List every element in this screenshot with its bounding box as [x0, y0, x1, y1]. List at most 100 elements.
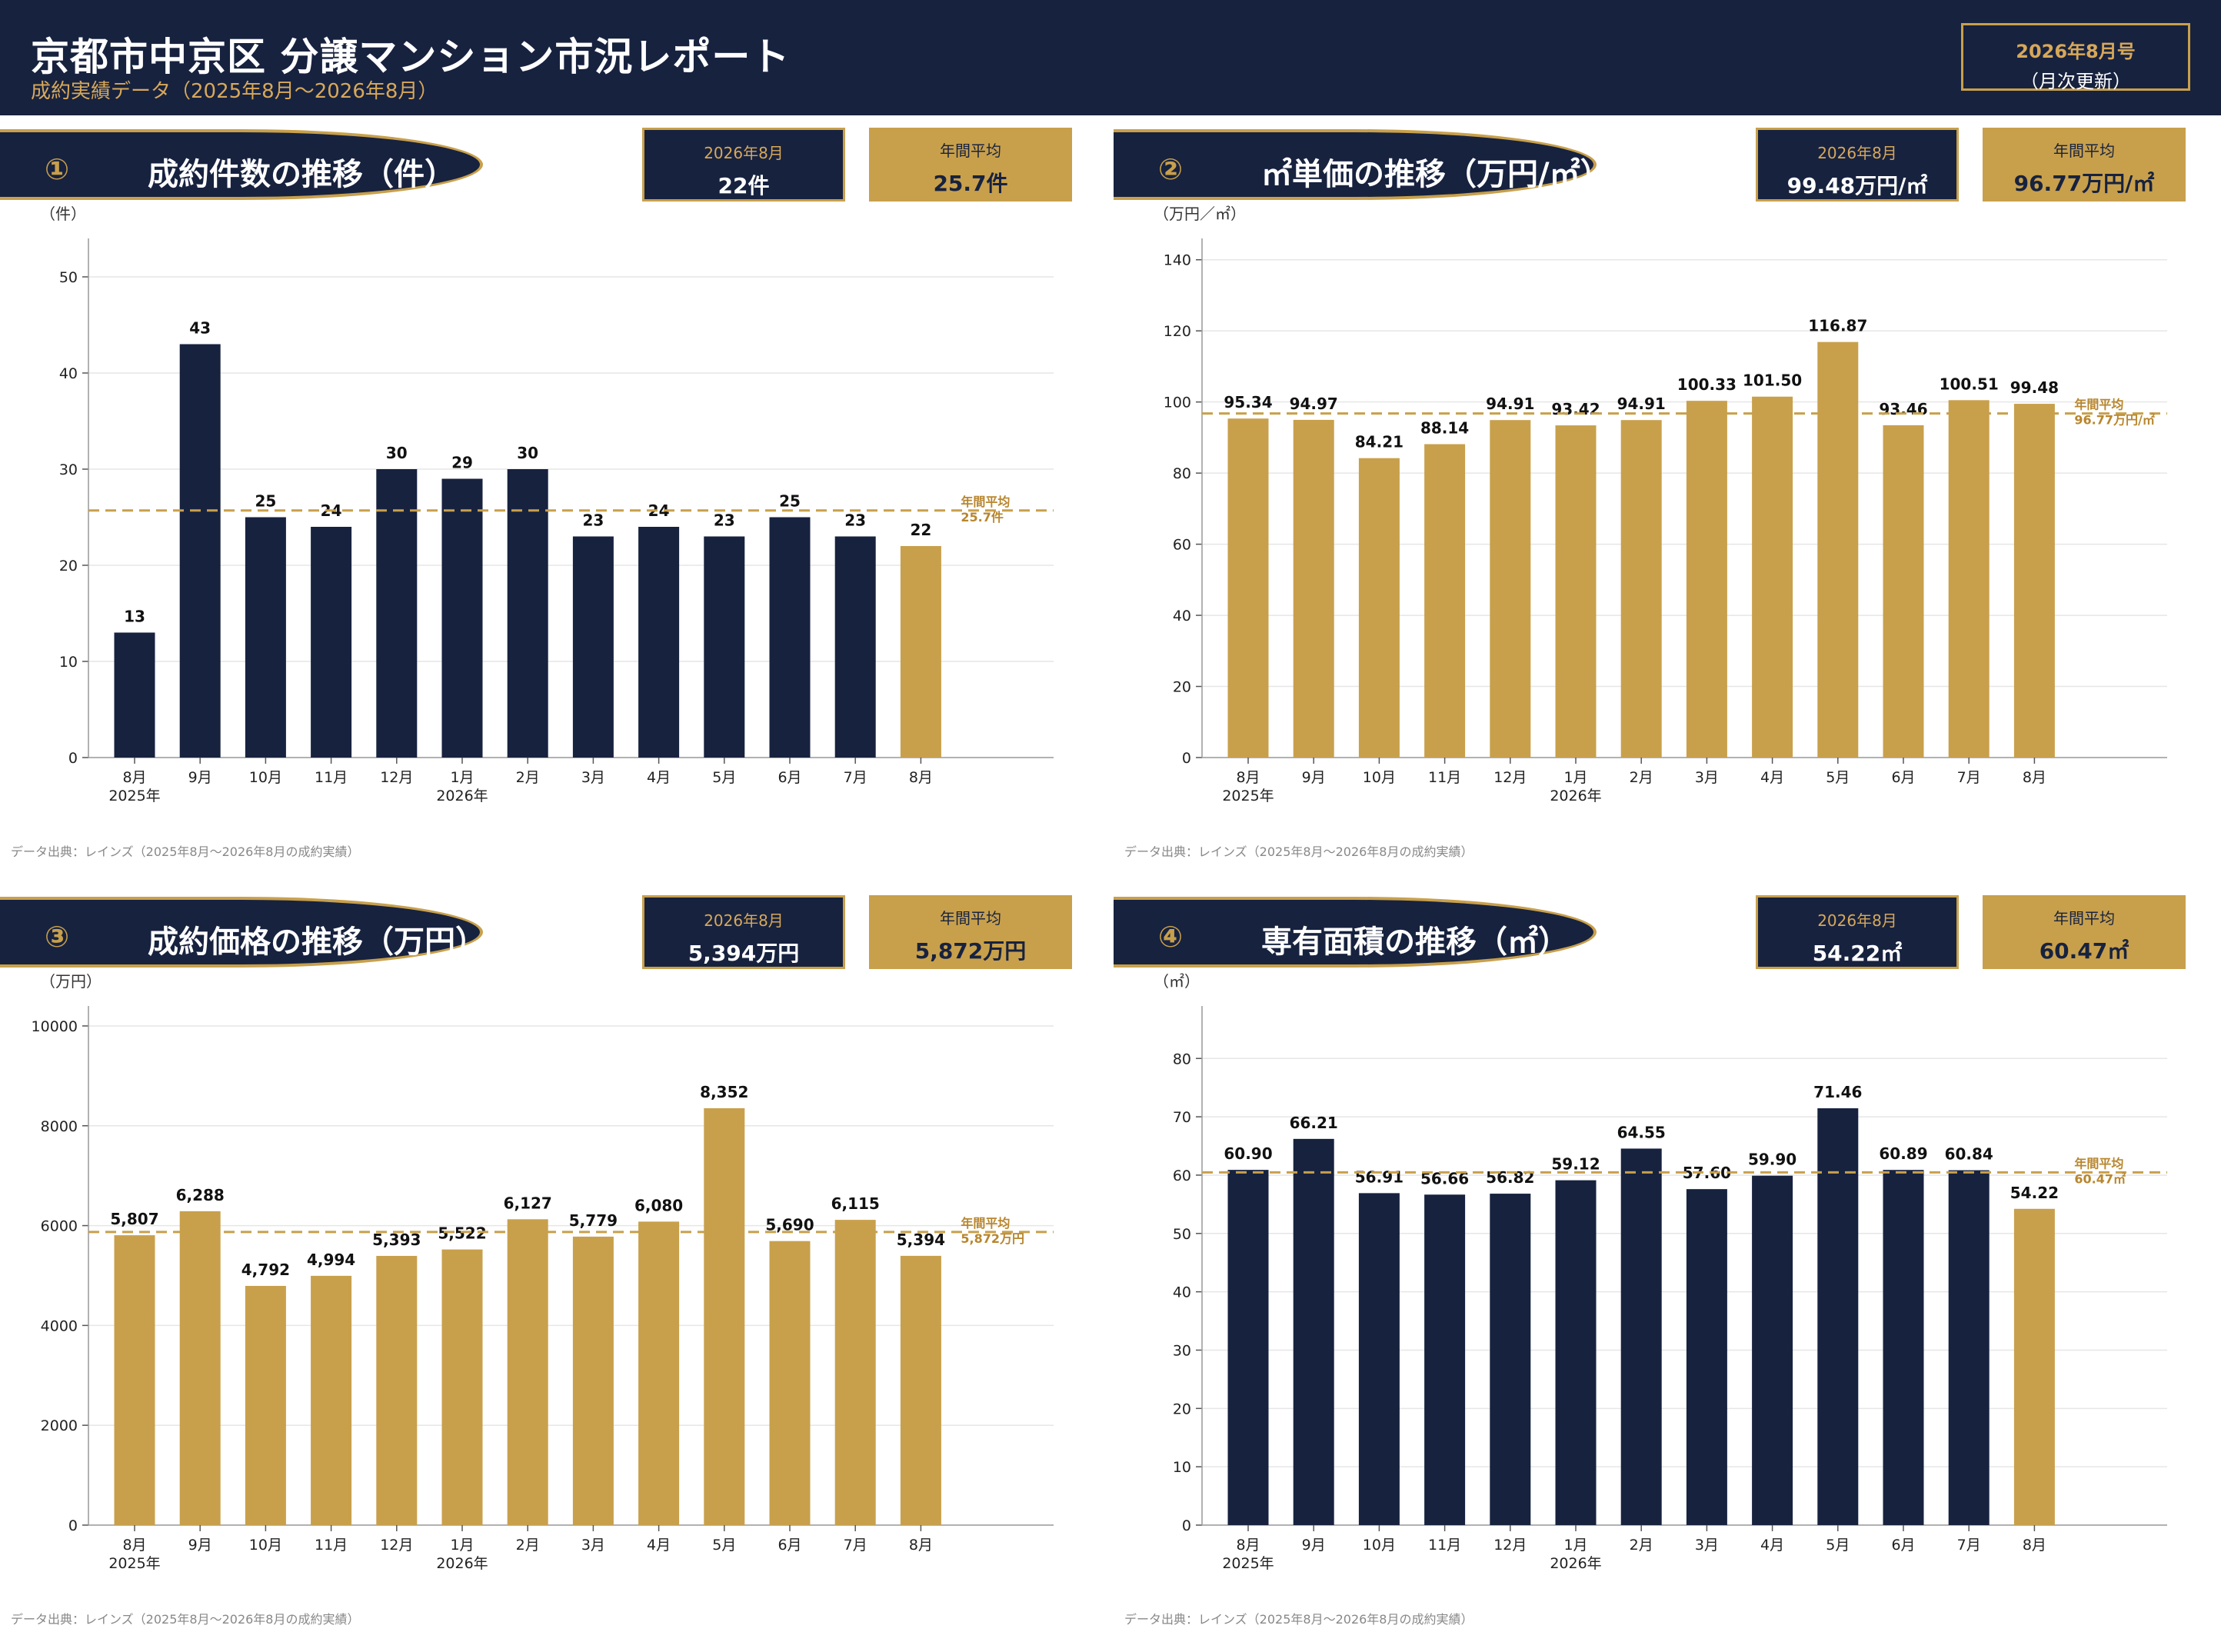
x-tick-label: 7月 [844, 1537, 867, 1554]
bar-value-label: 6,115 [831, 1194, 880, 1213]
bar-value-label: 6,288 [176, 1186, 225, 1204]
y-tick-label: 0 [68, 750, 78, 767]
average-line-value: 5,872万円 [961, 1231, 1024, 1246]
bar [1293, 1138, 1334, 1525]
bar-value-label: 84.21 [1355, 433, 1404, 451]
panel-number: ② [1158, 152, 1184, 186]
y-tick-label: 2000 [41, 1417, 78, 1434]
bar [1490, 1194, 1531, 1525]
y-tick-label: 120 [1164, 323, 1191, 340]
bar [834, 1220, 876, 1525]
bar [1948, 1170, 1990, 1525]
bar [179, 1211, 221, 1525]
data-source-note: データ出典：レインズ（2025年8月〜2026年8月の成約実績） [1124, 844, 1473, 859]
bar [376, 1255, 418, 1525]
bar [1752, 1175, 1793, 1525]
x-tick-label: 3月 [1695, 769, 1719, 786]
bar [507, 1219, 548, 1525]
bar-value-label: 43 [189, 319, 211, 338]
x-year-label: 2026年 [1550, 788, 1601, 804]
bar [311, 1275, 352, 1525]
bar [1883, 1170, 1924, 1525]
annual-average-badge: 年間平均 5,872万円 [869, 895, 1072, 969]
bar-value-label: 23 [714, 511, 735, 530]
annual-average-value: 96.77万円/㎡ [2013, 171, 2155, 196]
y-tick-label: 4000 [41, 1317, 78, 1334]
x-tick-label: 3月 [581, 1537, 605, 1554]
x-tick-label: 11月 [315, 769, 348, 786]
bar-chart-price: 02000400060008000100005,8078月2025年6,2889… [32, 1006, 1054, 1572]
bar-chart-floor-area: 0102030405060708060.908月2025年66.219月56.9… [1173, 1006, 2167, 1572]
x-tick-label: 8月 [122, 1537, 146, 1554]
bar-value-label: 4,994 [307, 1251, 355, 1269]
x-tick-label: 11月 [315, 1537, 348, 1554]
x-tick-label: 6月 [1891, 769, 1915, 786]
annual-average-badge: 年間平均 25.7件 [869, 128, 1072, 202]
y-tick-label: 140 [1164, 252, 1191, 269]
bar-value-label: 13 [124, 608, 145, 626]
bar [1752, 396, 1793, 758]
y-tick-label: 100 [1164, 395, 1191, 411]
x-tick-label: 7月 [844, 769, 867, 786]
bar-value-label: 93.46 [1879, 400, 1927, 418]
bar [900, 546, 941, 758]
y-tick-label: 20 [1173, 679, 1191, 696]
bar-value-label: 101.50 [1743, 371, 1802, 390]
average-line-value: 96.77万円/㎡ [2074, 413, 2154, 428]
bar [638, 527, 680, 758]
annual-average-label: 年間平均 [940, 909, 1001, 928]
issue-badge: 2026年8月号 （月次更新） [1961, 23, 2190, 92]
x-tick-label: 12月 [380, 769, 413, 786]
bar [1424, 444, 1466, 758]
bar-value-label: 88.14 [1420, 419, 1469, 438]
x-tick-label: 6月 [1891, 1537, 1915, 1554]
annual-average-label: 年間平均 [2053, 142, 2115, 160]
average-line-value: 60.47㎡ [2074, 1171, 2126, 1186]
bar-value-label: 71.46 [1813, 1083, 1862, 1101]
bar-value-label: 6,080 [634, 1196, 683, 1214]
panel-title-pill: ① 成約件数の推移（件） [0, 129, 483, 200]
y-tick-label: 50 [1173, 1226, 1191, 1243]
average-line-value: 25.7件 [961, 510, 1003, 525]
x-tick-label: 5月 [712, 1537, 736, 1554]
x-year-label: 2025年 [108, 1555, 160, 1572]
panel-number: ③ [45, 920, 70, 954]
panel-title: 成約価格の推移（万円） [148, 924, 486, 960]
bar-value-label: 30 [386, 444, 408, 462]
x-year-label: 2025年 [108, 788, 160, 804]
current-month-badge: 2026年8月 22件 [642, 128, 845, 202]
bar-value-label: 99.48 [2010, 378, 2059, 397]
x-tick-label: 8月 [909, 769, 933, 786]
bar-value-label: 22 [910, 521, 931, 539]
issue-label: 2026年8月号 [2016, 41, 2136, 62]
panel-title: ㎡単価の推移（万円/㎡） [1261, 157, 1611, 192]
panel-title-pill: ② ㎡単価の推移（万円/㎡） [1114, 129, 1611, 200]
y-tick-label: 0 [1182, 750, 1191, 767]
bar-value-label: 94.91 [1486, 395, 1534, 413]
bar-value-label: 23 [582, 511, 604, 530]
x-tick-label: 10月 [249, 769, 282, 786]
bar [1227, 1170, 1269, 1525]
bar-value-label: 5,393 [372, 1231, 421, 1249]
y-tick-label: 40 [1173, 608, 1191, 624]
bar-value-label: 59.90 [1748, 1151, 1796, 1169]
x-tick-label: 8月 [909, 1537, 933, 1554]
bar-value-label: 6,127 [504, 1194, 552, 1212]
y-tick-label: 40 [59, 365, 78, 382]
bar [1686, 1189, 1727, 1525]
x-tick-label: 3月 [1695, 1537, 1719, 1554]
bar-value-label: 5,779 [569, 1211, 618, 1230]
bar [1883, 425, 1924, 758]
y-tick-label: 8000 [41, 1118, 78, 1135]
bar [441, 1249, 483, 1525]
panel-title-pill: ③ 成約価格の推移（万円） [0, 897, 486, 968]
bar [1358, 458, 1400, 758]
x-tick-label: 1月 [450, 769, 474, 786]
bar-value-label: 56.91 [1355, 1167, 1404, 1186]
bar-value-label: 95.34 [1224, 393, 1272, 411]
bar [1424, 1194, 1466, 1525]
x-tick-label: 10月 [1363, 769, 1396, 786]
bar-value-label: 66.21 [1290, 1114, 1338, 1132]
panel-title: 専有面積の推移（㎡） [1261, 924, 1569, 960]
bar-value-label: 25 [255, 492, 276, 511]
